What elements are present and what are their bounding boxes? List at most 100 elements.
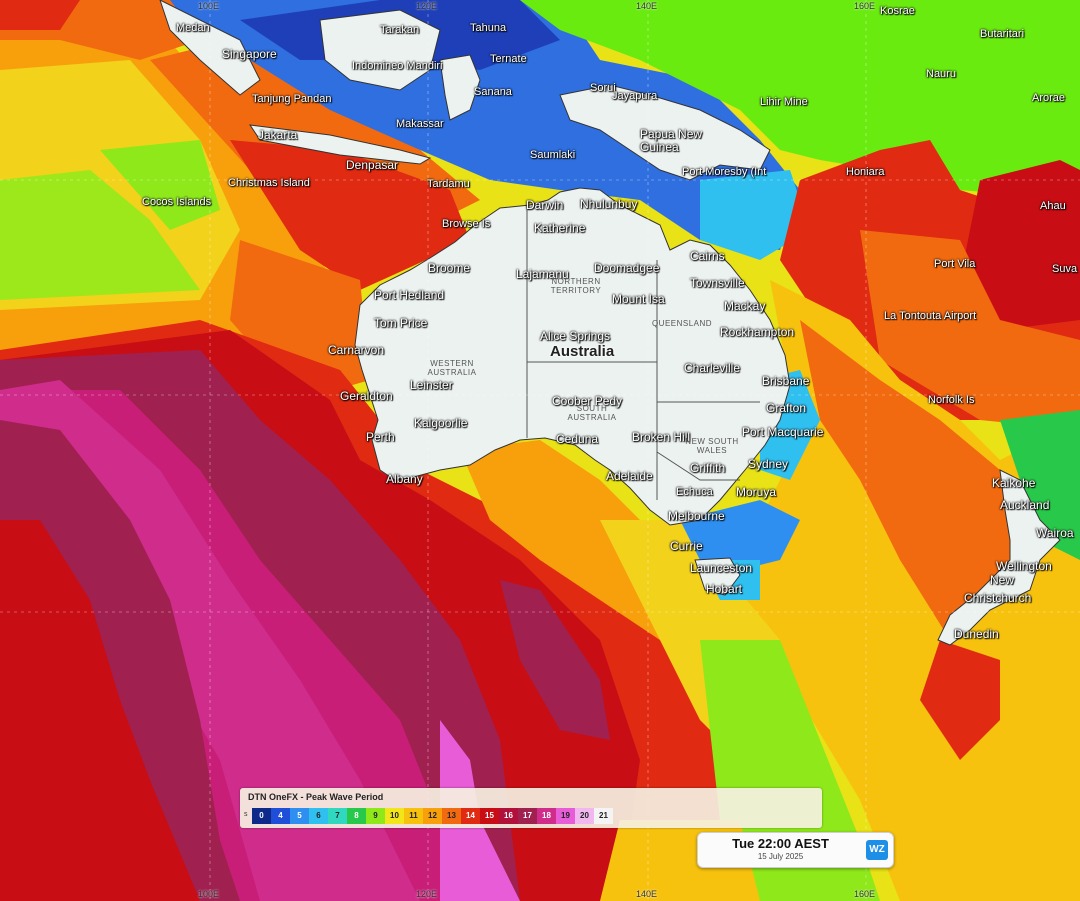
legend-swatch-21: 21 (594, 808, 613, 824)
place-leinster: Leinster (410, 378, 453, 392)
legend-swatch-12: 12 (423, 808, 442, 824)
region-south-australia: SOUTH AUSTRALIA (567, 404, 617, 422)
place-tardamu: Tardamu (427, 178, 470, 190)
timestamp-box: Tue 22:00 AEST 15 July 2025 WZ (697, 832, 894, 868)
region-new-south-wales: NEW SOUTH WALES (685, 437, 739, 455)
place-coober-pedy: Coober Pedy (552, 394, 623, 408)
legend: DTN OneFX - Peak Wave Period s 0 4 5 6 7 8 9 10… (240, 788, 822, 828)
place-rockhampton: Rockhampton (720, 325, 795, 339)
legend-swatches: 0 4 5 6 7 8 9 10 11 12 13 14 15 16 17 18 19 20 21 (252, 808, 613, 824)
place-nauru: Nauru (926, 68, 956, 80)
legend-title: DTN OneFX - Peak Wave Period (248, 792, 384, 802)
legend-swatch-18: 18 (537, 808, 556, 824)
place-katherine: Katherine (534, 221, 586, 235)
place-perth: Perth (366, 430, 395, 444)
lon-label-100e-top: 100E (198, 1, 220, 11)
place-echuca: Echuca (676, 486, 713, 498)
place-mount-isa: Mount Isa (612, 292, 665, 306)
legend-swatch-16: 16 (499, 808, 518, 824)
place-papua-new-guinea: Papua New Guinea (640, 127, 703, 154)
place-wellington: Wellington (996, 559, 1052, 573)
place-albany: Albany (386, 472, 423, 486)
place-launceston: Launceston (690, 561, 753, 575)
place-norfolk-is: Norfolk Is (928, 394, 975, 406)
place-port-moresby: Port Moresby (Int (682, 166, 767, 178)
place-singapore: Singapore (222, 47, 277, 61)
place-denpasar: Denpasar (346, 158, 399, 172)
place-la-tontouta: La Tontouta Airport (884, 310, 977, 322)
weatherzone-logo: WZ (866, 840, 888, 860)
legend-swatch-13: 13 (442, 808, 461, 824)
legend-swatch-11: 11 (404, 808, 423, 824)
place-currie: Currie (670, 539, 703, 553)
place-makassar: Makassar (396, 118, 444, 130)
place-cairns: Cairns (690, 249, 725, 263)
place-broome: Broome (428, 261, 471, 275)
lon-label-140e-top: 140E (636, 1, 658, 11)
place-sanana: Sanana (474, 86, 512, 98)
place-brisbane: Brisbane (762, 374, 810, 388)
place-moruya: Moruya (736, 485, 777, 499)
place-townsville: Townsville (690, 276, 745, 290)
place-lihir-mine: Lihir Mine (760, 96, 808, 108)
place-carnarvon: Carnarvon (328, 343, 385, 357)
legend-swatch-9: 9 (366, 808, 385, 824)
place-honiara: Honiara (846, 166, 885, 178)
place-port-hedland: Port Hedland (374, 288, 445, 302)
legend-swatch-17: 17 (518, 808, 537, 824)
place-ternate: Ternate (490, 53, 527, 65)
place-nhulunbuy: Nhulunbuy (580, 197, 638, 211)
lon-label-140e-bottom: 140E (636, 889, 658, 899)
forecast-date: 15 July 2025 (757, 852, 804, 861)
place-medan: Medan (176, 22, 210, 34)
place-sorui: Sorui (590, 82, 616, 94)
place-indomineo-mandiri: Indomineo Mandiri (352, 60, 443, 72)
place-christmas-island: Christmas Island (228, 177, 310, 189)
legend-swatch-15: 15 (480, 808, 499, 824)
region-queensland: QUEENSLAND (651, 319, 713, 328)
legend-swatch-6: 6 (309, 808, 328, 824)
place-auckland: Auckland (1000, 498, 1050, 512)
place-cocos-islands: Cocos Islands (142, 196, 212, 208)
place-ahau: Ahau (1040, 200, 1066, 212)
place-butaritari: Butaritari (980, 28, 1025, 40)
place-tom-price: Tom Price (374, 316, 428, 330)
place-sydney: Sydney (748, 457, 789, 471)
lon-label-120e-top: 120E (416, 1, 438, 11)
place-saumlaki: Saumlaki (530, 149, 576, 161)
place-wairoa: Wairoa (1036, 526, 1074, 540)
place-port-vila: Port Vila (934, 258, 976, 270)
place-geraldton: Geraldton (340, 389, 393, 403)
place-lajamanu: Lajamanu (516, 267, 569, 281)
legend-swatch-4: 4 (271, 808, 290, 824)
place-grafton: Grafton (766, 401, 807, 415)
legend-swatch-7: 7 (328, 808, 347, 824)
place-tarakan: Tarakan (380, 24, 420, 36)
legend-unit: s (244, 811, 248, 818)
legend-swatch-8: 8 (347, 808, 366, 824)
place-alice-springs: Alice Springs (540, 329, 611, 343)
lon-label-160e-top: 160E (854, 1, 876, 11)
legend-swatch-5: 5 (290, 808, 309, 824)
place-charleville: Charleville (684, 361, 741, 375)
legend-swatch-0: 0 (252, 808, 271, 824)
region-northern-territory: NORTHERN TERRITORY (550, 277, 602, 295)
place-arorae: Arorae (1032, 92, 1066, 104)
place-port-macquarie: Port Macquarie (742, 425, 824, 439)
place-broken-hill: Broken Hill (632, 430, 691, 444)
lon-label-100e-bottom: 100E (198, 889, 220, 899)
legend-swatch-20: 20 (575, 808, 594, 824)
place-dunedin: Dunedin (954, 627, 999, 641)
place-kalgoorlie: Kalgoorlie (414, 416, 468, 430)
place-new: New (990, 573, 1015, 587)
place-griffith: Griffith (690, 461, 726, 475)
legend-swatch-14: 14 (461, 808, 480, 824)
place-australia: Australia (550, 343, 615, 360)
place-suva: Suva (1052, 263, 1078, 275)
place-browse-is: Browse Is (442, 218, 491, 230)
place-jayapura: Jayapura (612, 90, 658, 102)
place-kosrae: Kosrae (880, 5, 915, 17)
place-kaikohe: Kaikohe (992, 476, 1036, 490)
